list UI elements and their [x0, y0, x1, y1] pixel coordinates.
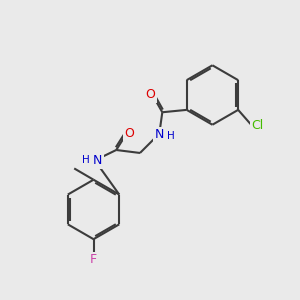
Text: N: N — [154, 128, 164, 141]
Text: H: H — [82, 155, 90, 165]
Text: H: H — [167, 131, 175, 141]
Text: O: O — [146, 88, 155, 101]
Text: F: F — [90, 254, 97, 266]
Text: O: O — [124, 127, 134, 140]
Text: Cl: Cl — [251, 119, 263, 132]
Text: N: N — [93, 154, 103, 167]
